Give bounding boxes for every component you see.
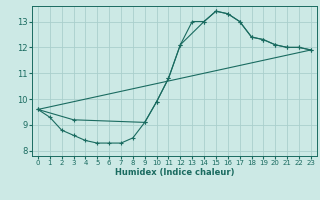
X-axis label: Humidex (Indice chaleur): Humidex (Indice chaleur) (115, 168, 234, 177)
